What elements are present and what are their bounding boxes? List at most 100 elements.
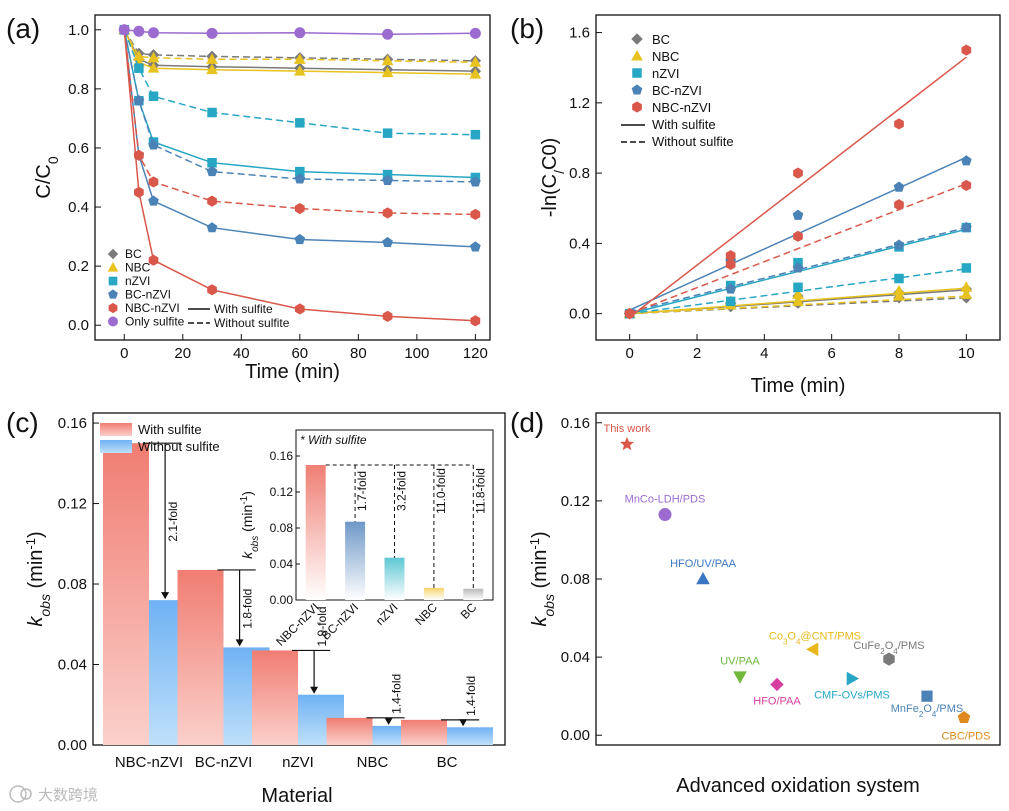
- system-label: MnCo-LDH/PDS: [625, 494, 706, 506]
- system-point-UV/PAA: [733, 671, 747, 684]
- inset-y-tick-label: 0.00: [270, 593, 294, 607]
- data-point-NBC-nZVI-with: [894, 118, 904, 130]
- data-point-Only sulfite: [382, 28, 394, 40]
- legend-marker-nZVI: [108, 276, 118, 286]
- y-tick-label: 0.00: [58, 737, 87, 754]
- data-point-NBC-nZVI: [382, 310, 393, 322]
- x-tick-label: 120: [463, 345, 488, 362]
- y-tick-label: 0.4: [68, 199, 89, 216]
- inset-y-tick-label: 0.16: [270, 449, 294, 463]
- panel-d-comparison-chart: 0.00 0.04 0.08 0.12 0.16 Advanced oxidation s…: [510, 407, 1001, 797]
- inset-bar-NBC: [423, 587, 444, 600]
- panel-label: (a): [6, 13, 40, 44]
- inset-bar-BC: [463, 588, 484, 600]
- plot-frame: [595, 14, 1001, 341]
- data-point-nZVI-without: [725, 296, 736, 307]
- x-tick-label: 60: [291, 345, 308, 362]
- legend-marker-NBC-nZVI: [632, 101, 642, 113]
- fold-arrow-head: [459, 719, 468, 727]
- legend-label: NBC: [125, 261, 151, 275]
- legend-marker-Only sulfite: [108, 316, 118, 327]
- legend-marker-BC-nZVI: [108, 289, 118, 299]
- data-point-NBC-nZVI-without: [894, 199, 904, 211]
- data-point-BC-nZVI-without: [893, 239, 905, 250]
- x-tick-label: nZVI: [282, 754, 314, 771]
- x-tick-label: 6: [827, 345, 835, 362]
- system-label: Co3O4@CNT/PMS: [769, 630, 861, 646]
- data-point-BC-nZVI: [133, 95, 145, 106]
- inset-y-axis-label: kobs (min-1): [239, 491, 261, 559]
- y-tick-label: 0.08: [58, 576, 87, 593]
- data-point-Only sulfite: [294, 27, 306, 39]
- inset-x-tick-label: NBC: [412, 600, 440, 628]
- data-point-NBC-nZVI: [134, 149, 144, 161]
- data-point-Only sulfite: [148, 27, 160, 39]
- panel-a-line-chart: 0 20 40 60 80 100 120 0.0 0.2 0.4 0.6 0.8 1.0 Time (m…: [6, 13, 491, 383]
- bar-without-sulfite-BC: [447, 727, 493, 745]
- data-point-NBC-nZVI: [134, 186, 144, 198]
- inset-title: * With sulfite: [300, 433, 367, 447]
- bar-with-sulfite-BC-nZVI: [177, 569, 224, 745]
- panel-b-kinetics-chart: 0 2 4 6 8 10 0.0 0.4 0.8 1.2 1.6 Time (min) -ln(C/C0…: [510, 13, 1001, 397]
- y-tick-label: 0.8: [569, 165, 590, 182]
- system-label: HFO/PAA: [753, 695, 801, 707]
- system-point-HFO/PAA: [770, 677, 784, 692]
- data-point-NBC: [469, 56, 482, 67]
- data-point-nZVI: [470, 129, 481, 140]
- legend-label-without: Without sulfite: [214, 316, 290, 330]
- y-axis-label: C/C0: [33, 156, 61, 198]
- bar-with-sulfite-NBC-nZVI: [103, 443, 149, 745]
- fit-line-NBC-nZVI-fit_without: [629, 182, 967, 315]
- data-point-NBC: [206, 63, 218, 75]
- inset-fold-label: 11.0-fold: [434, 468, 448, 514]
- data-point-NBC-nZVI-with: [961, 44, 972, 56]
- legend-label: BC: [125, 247, 142, 261]
- legend-label: BC: [652, 32, 670, 47]
- system-label: MnFe2O4/PMS: [891, 703, 964, 719]
- y-axis-label: kobs (min-1): [527, 531, 558, 626]
- y-tick-label: 1.6: [569, 25, 590, 42]
- data-point-BC-nZVI: [206, 222, 218, 233]
- legend-marker-NBC-nZVI: [108, 302, 118, 314]
- data-point-NBC: [147, 51, 160, 63]
- x-tick-label: BC: [437, 754, 458, 771]
- system-label: CMF-OVs/PMS: [814, 690, 890, 702]
- fold-label: 1.4-fold: [390, 674, 404, 714]
- y-tick-label: 0.16: [58, 415, 87, 432]
- fit-line-BC-nZVI-fit_without: [629, 226, 967, 313]
- legend-label: nZVI: [652, 66, 679, 81]
- y-tick-label: 0.2: [68, 258, 89, 275]
- system-point-MnCo-LDH/PDS: [658, 508, 672, 522]
- fit-line-NBC-nZVI-fit_with: [629, 56, 967, 318]
- data-point-NBC: [206, 53, 218, 64]
- legend-label-without: Without sulfite: [652, 134, 734, 149]
- data-point-Only sulfite: [469, 27, 481, 39]
- x-tick-label: 10: [958, 345, 975, 362]
- data-point-nZVI: [382, 128, 393, 138]
- x-axis-label: Material: [261, 785, 332, 807]
- system-point-HFO/UV/PAA: [696, 571, 710, 585]
- panel-c-bar-chart: 2.1-fold NBC-nZVI 1.8-fold BC-nZVI 1.9-fold n…: [6, 407, 506, 807]
- data-point-nZVI: [134, 63, 144, 73]
- y-tick-label: 0.12: [58, 496, 87, 513]
- y-tick-label: 0.04: [561, 649, 590, 666]
- legend-label-with: With sulfite: [652, 117, 716, 132]
- x-tick-label: 2: [693, 345, 701, 362]
- inset-bar-nZVI: [384, 557, 405, 600]
- data-point-BC-nZVI-without: [792, 262, 804, 273]
- data-point-BC-nZVI-without: [725, 283, 737, 294]
- data-point-BC-nZVI: [382, 174, 393, 185]
- legend-marker-nZVI: [632, 68, 642, 78]
- data-point-NBC-nZVI: [294, 202, 305, 215]
- legend-label: NBC-nZVI: [652, 100, 711, 115]
- data-point-nZVI-without: [961, 263, 972, 273]
- system-point-MnFe2O4/PMS: [921, 690, 933, 702]
- x-tick-label: 20: [174, 345, 191, 362]
- x-axis-label: Time (min): [245, 361, 340, 383]
- data-point-BC-nZVI-without: [960, 221, 972, 233]
- fold-label: 1.4-fold: [464, 676, 478, 716]
- system-point-CuFe2O4/PMS: [883, 652, 895, 666]
- data-point-Only sulfite: [133, 25, 145, 37]
- legend-label-with: With sulfite: [138, 422, 202, 437]
- data-point-NBC: [469, 68, 482, 79]
